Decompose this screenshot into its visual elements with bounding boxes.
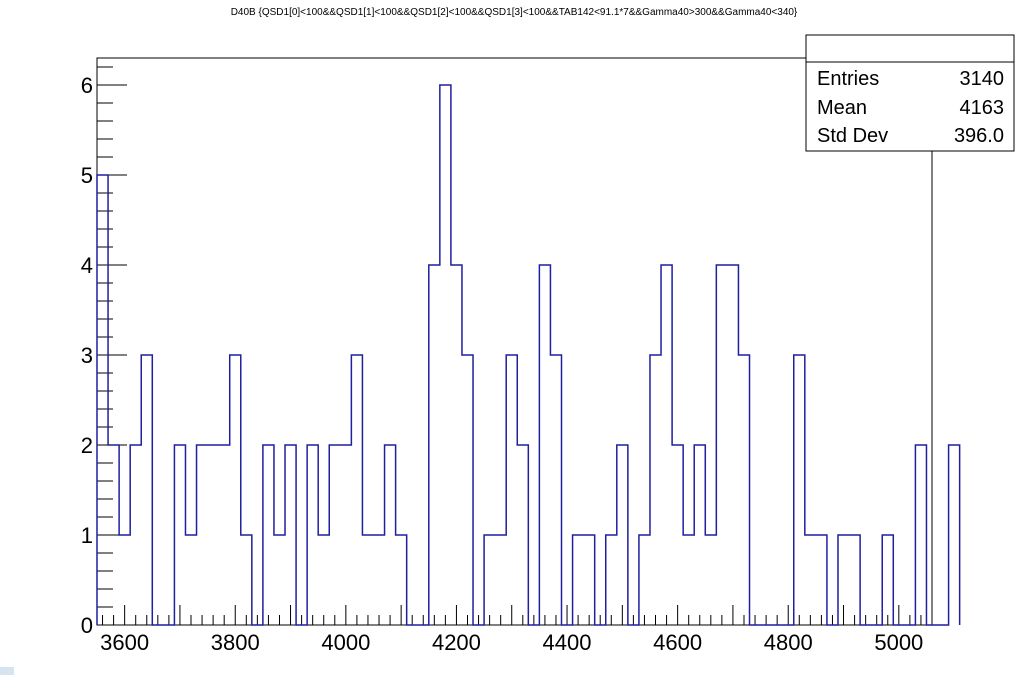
histogram-step-line — [96, 84, 961, 626]
stats-mean-label: Mean — [817, 97, 867, 119]
x-tick-label: 5000 — [874, 630, 923, 655]
chart-title: D40B {QSD1[0]<100&&QSD1[1]<100&&QSD1[2]<… — [231, 7, 798, 18]
y-tick-label: 3 — [81, 343, 93, 368]
corner-marker — [0, 667, 14, 675]
y-tick-label: 1 — [81, 523, 93, 548]
x-tick-label: 3600 — [100, 630, 149, 655]
y-tick-label: 0 — [81, 613, 93, 638]
stats-mean-value: 4163 — [960, 97, 1005, 119]
stats-stddev-value: 396.0 — [954, 125, 1004, 147]
y-tick-label: 4 — [81, 253, 93, 278]
y-tick-label: 2 — [81, 433, 93, 458]
x-tick-label: 4600 — [653, 630, 702, 655]
stats-entries-label: Entries — [817, 68, 879, 90]
x-tick-label: 4200 — [432, 630, 481, 655]
y-tick-label: 5 — [81, 163, 93, 188]
axis-ticks — [97, 66, 933, 626]
stats-box-frame — [805, 34, 1015, 152]
stats-stddev-label: Std Dev — [817, 125, 888, 147]
x-tick-label: 3800 — [211, 630, 260, 655]
stats-entries-value: 3140 — [960, 68, 1005, 90]
x-tick-label: 4400 — [543, 630, 592, 655]
x-tick-label: 4800 — [764, 630, 813, 655]
tick-labels: 3600 3800 4000 4200 4400 4600 4800 5000 0 1 2 3 4 5 6 — [81, 73, 924, 655]
x-tick-label: 4000 — [321, 630, 370, 655]
y-tick-label: 6 — [81, 73, 93, 98]
stats-box: Entries 3140 Mean 4163 Std Dev 396.0 — [805, 34, 1015, 152]
